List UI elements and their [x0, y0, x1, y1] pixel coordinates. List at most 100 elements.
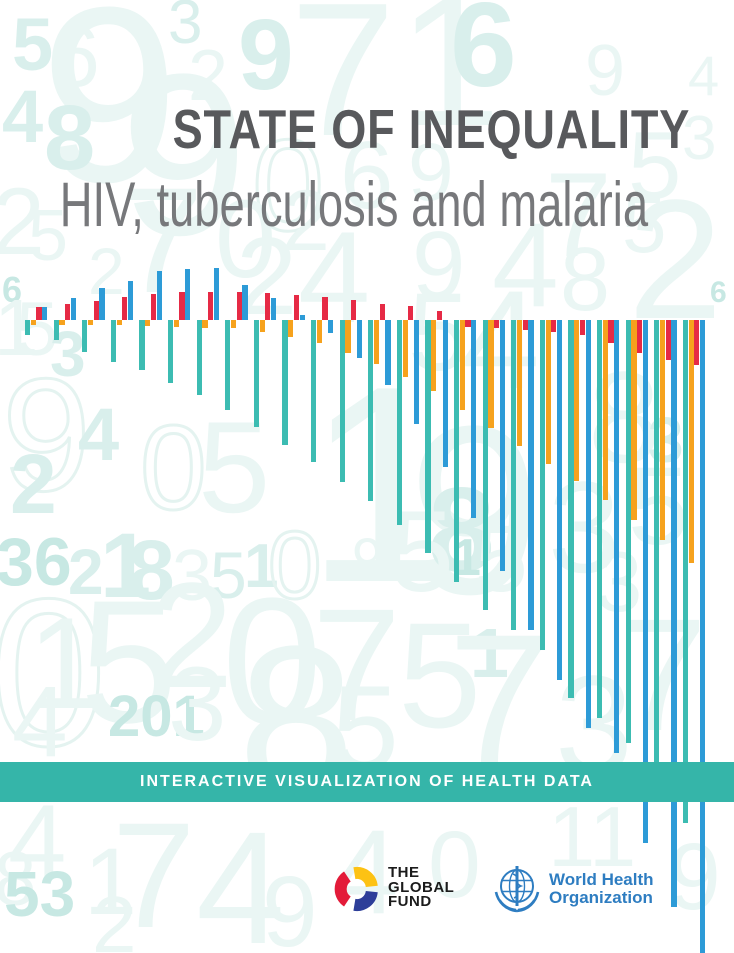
bar-red: [36, 307, 42, 320]
background-digit: 2: [188, 36, 229, 116]
background-digit: 9: [412, 212, 466, 319]
who-emblem-icon: [494, 866, 540, 913]
global-fund-logo: THE GLOBAL FUND: [334, 864, 454, 912]
background-digit: 1: [305, 329, 461, 641]
bar-blue: [699, 320, 706, 953]
bar-orange: [488, 320, 494, 428]
global-fund-icon: [334, 866, 378, 912]
background-digit: 9: [262, 856, 318, 953]
bar-orange: [688, 320, 694, 563]
bar-blue: [528, 320, 534, 630]
bar-blue: [556, 320, 563, 680]
bar-blue: [585, 320, 591, 728]
background-digit: 3: [168, 0, 203, 57]
bar-blue: [614, 320, 620, 753]
background-digit: 0: [139, 401, 209, 535]
gf-line2: GLOBAL: [388, 878, 455, 896]
bar-orange: [87, 320, 94, 325]
background-digit: 9: [238, 0, 294, 111]
bar-orange: [402, 320, 408, 377]
background-digit: 1: [0, 283, 39, 372]
bar-blue: [99, 288, 105, 320]
bar-blue: [328, 320, 334, 333]
background-digit: 5: [622, 180, 667, 269]
bar-red: [265, 293, 271, 320]
bar-red: [608, 320, 614, 343]
background-digit: 2: [0, 169, 45, 275]
bar-blue: [356, 320, 362, 358]
bar-teal: [368, 320, 374, 501]
bar-blue: [242, 285, 248, 320]
bar-orange: [145, 320, 151, 326]
banner-strip: INTERACTIVE VISUALIZATION OF HEALTH DATA: [0, 762, 734, 802]
bar-teal: [25, 320, 31, 335]
background-digit: 0: [250, 112, 325, 258]
bar-orange: [516, 320, 523, 446]
bar-teal: [139, 320, 145, 370]
bar-blue: [642, 320, 648, 843]
who-wordmark: World Health Organization: [549, 871, 654, 907]
background-digit: 11: [548, 790, 637, 885]
who-logo: World Health Organization: [490, 862, 654, 916]
bar-orange: [659, 320, 666, 540]
bar-blue: [270, 298, 277, 320]
bar-red: [379, 304, 385, 320]
bar-teal: [539, 320, 545, 650]
bar-orange: [59, 320, 65, 325]
bar-orange: [431, 320, 437, 391]
background-digit: 2: [282, 173, 330, 269]
bar-teal: [425, 320, 431, 553]
bar-blue: [442, 320, 448, 467]
bar-orange: [230, 320, 237, 328]
background-digit: 7: [545, 148, 612, 282]
bar-red: [579, 320, 586, 335]
bar-red: [465, 320, 471, 327]
who-line2: Organization: [549, 888, 653, 907]
bar-red: [322, 297, 328, 320]
bar-red: [122, 297, 128, 320]
bar-red: [436, 311, 443, 320]
bar-blue: [413, 320, 420, 424]
background-digit: 1: [398, 0, 501, 165]
bar-orange: [288, 320, 294, 337]
background-digit: 6: [450, 0, 517, 112]
background-digit: 0: [215, 178, 277, 301]
bar-red: [236, 292, 242, 320]
bar-red: [551, 320, 557, 332]
background-digit: 1: [84, 829, 137, 935]
bar-blue: [42, 307, 48, 320]
background-digit: 53: [4, 858, 76, 930]
bar-orange: [345, 320, 351, 353]
background-digit: 8: [128, 523, 175, 617]
background-digit: 3: [648, 404, 684, 476]
bar-blue: [70, 298, 76, 320]
bar-teal: [597, 320, 603, 718]
background-digit: 8: [0, 837, 37, 922]
background-digit: 2: [88, 234, 125, 308]
bar-teal: [568, 320, 574, 698]
bar-blue: [156, 271, 162, 320]
bar-red: [694, 320, 700, 365]
background-digit: 7: [312, 575, 401, 754]
bar-orange: [602, 320, 608, 500]
bar-blue: [127, 281, 134, 320]
bar-orange: [373, 320, 380, 364]
background-digit: 5: [398, 591, 482, 759]
background-digit: 4: [492, 198, 559, 332]
background-digit: 5: [210, 538, 247, 612]
bar-blue: [671, 320, 677, 907]
background-digit: 1: [28, 590, 101, 736]
bar-teal: [282, 320, 288, 445]
bar-teal: [454, 320, 460, 582]
bar-blue: [499, 320, 505, 571]
page-subtitle: HIV, tuberculosis and malaria: [59, 170, 648, 240]
bar-orange: [173, 320, 179, 327]
background-digit: 4: [78, 393, 120, 476]
background-digit: 4: [196, 798, 285, 953]
background-digit: 9: [40, 0, 180, 234]
bar-teal: [225, 320, 231, 410]
background-digit: 4: [688, 44, 720, 107]
